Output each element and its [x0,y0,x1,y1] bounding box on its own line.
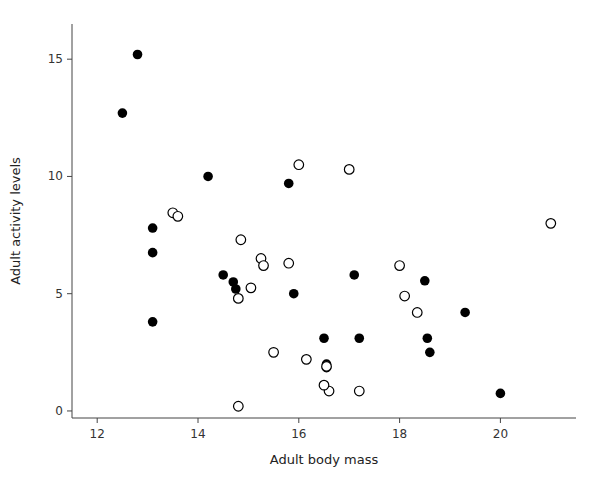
open-point [234,294,244,304]
open-point [302,355,312,365]
filled-point [218,270,228,280]
filled-point [460,308,470,318]
y-axis-label: Adult activity levels [8,157,23,285]
filled-point [420,276,430,286]
x-tick-label: 20 [493,427,508,441]
y-tick [67,293,72,294]
y-tick-label: 15 [48,52,63,66]
filled-point [354,333,364,343]
chart: 12 14 16 18 20 0 5 10 15 Adult body mass Adult act… [0,0,600,480]
filled-point [349,270,359,280]
open-point [400,291,410,301]
open-point [246,283,256,293]
series [168,160,556,411]
open-point [546,219,556,229]
filled-point [148,317,158,327]
filled-point [148,248,158,258]
open-point [234,401,244,411]
open-point [236,235,246,245]
x-tick [399,418,400,423]
x-tick-label: 14 [190,427,205,441]
open-point [354,386,364,396]
open-point [344,165,354,175]
open-point [269,348,279,358]
open-point [294,160,304,170]
y-tick [67,176,72,177]
open-point [173,212,183,222]
filled-point [496,389,506,399]
open-point [322,362,332,372]
filled-point [289,289,299,299]
open-point [319,380,329,390]
open-point [284,258,294,268]
open-point [395,261,405,271]
filled-point [133,50,143,60]
filled-point [319,333,329,343]
x-tick [500,418,501,423]
y-tick [67,410,72,411]
filled-point [148,223,158,233]
x-tick [97,418,98,423]
y-tick [67,59,72,60]
filled-point [423,333,433,343]
filled-point [118,108,128,118]
page: {"chart_data": { "type": "scatter", "xla… [0,0,600,480]
points [118,50,556,411]
y-axis-line [72,24,73,418]
x-axis-label: Adult body mass [270,452,379,467]
y-tick-label: 10 [48,169,63,183]
filled-point [231,284,241,294]
filled-point [284,179,294,189]
filled-point [203,172,213,182]
x-tick [198,418,199,423]
x-tick-label: 16 [291,427,306,441]
x-tick-label: 12 [90,427,105,441]
open-point [412,308,422,318]
axes: 12 14 16 18 20 0 5 10 15 [48,24,576,441]
open-point [259,261,269,271]
series [118,50,506,398]
y-tick-label: 0 [55,404,63,418]
x-tick-label: 18 [392,427,407,441]
x-tick [298,418,299,423]
y-tick-label: 5 [55,287,63,301]
filled-point [425,348,435,358]
